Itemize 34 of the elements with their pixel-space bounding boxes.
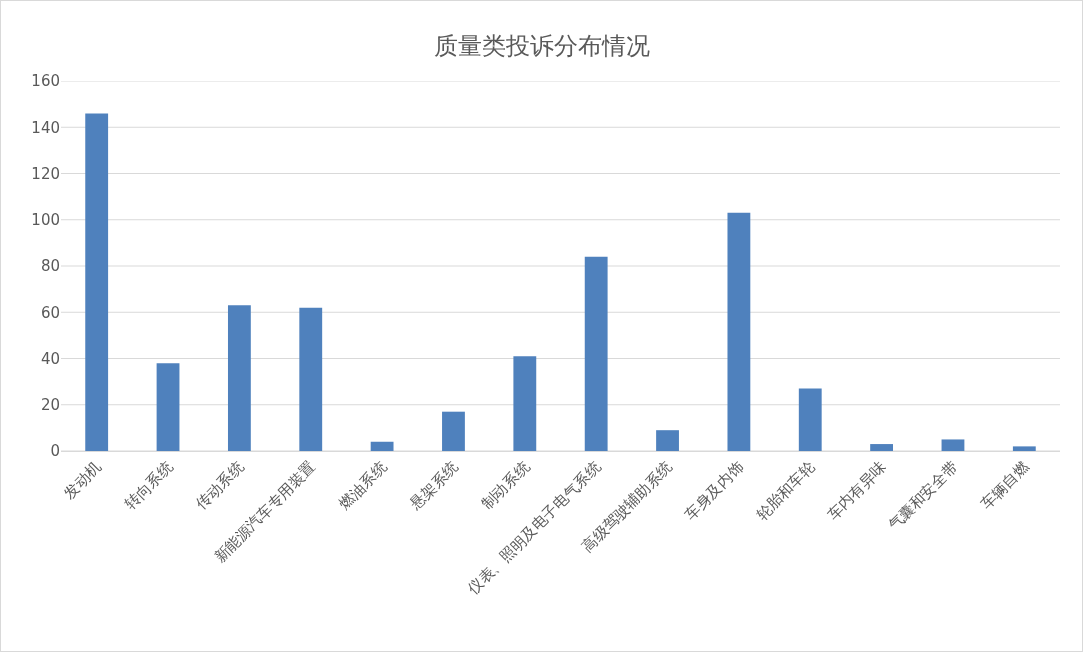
y-tick-label: 100: [31, 211, 60, 229]
x-tick-label: 转向系统: [121, 457, 177, 514]
x-tick-label: 传动系统: [192, 457, 248, 514]
bar: [656, 430, 679, 451]
bar: [299, 307, 323, 451]
y-tick-label: 80: [40, 257, 60, 276]
x-tick-label: 燃油系统: [335, 457, 391, 514]
bar: [941, 439, 965, 451]
y-tick-label: 140: [31, 118, 60, 137]
bar: [870, 444, 894, 451]
chart-title: 质量类投诉分布情况: [433, 31, 650, 60]
bar: [442, 411, 465, 451]
y-tick-label: 40: [40, 349, 60, 368]
x-tick-label: 制动系统: [477, 457, 533, 514]
y-tick-label: 20: [40, 396, 60, 414]
y-tick-label: 160: [31, 72, 60, 91]
bar: [227, 305, 251, 451]
y-tick-label: 60: [40, 303, 60, 322]
bar: [370, 441, 394, 451]
x-tick-label: 发动机: [60, 457, 105, 503]
bar: [798, 388, 822, 451]
bar: [1012, 446, 1036, 451]
bar: [584, 256, 608, 451]
x-tick-label: 车内有异味: [823, 457, 890, 524]
x-tick-label: 车辆自燃: [977, 457, 1033, 514]
x-tick-label: 轮胎和车轮: [752, 457, 819, 524]
bar: [85, 113, 109, 451]
bar: [156, 363, 180, 451]
y-tick-label: 0: [50, 442, 60, 461]
bar: [727, 212, 751, 451]
bar: [513, 356, 537, 451]
x-tick-label: 悬架系统: [405, 457, 462, 514]
x-tick-label: 车身及内饰: [681, 457, 748, 524]
y-tick-label: 120: [31, 164, 60, 183]
